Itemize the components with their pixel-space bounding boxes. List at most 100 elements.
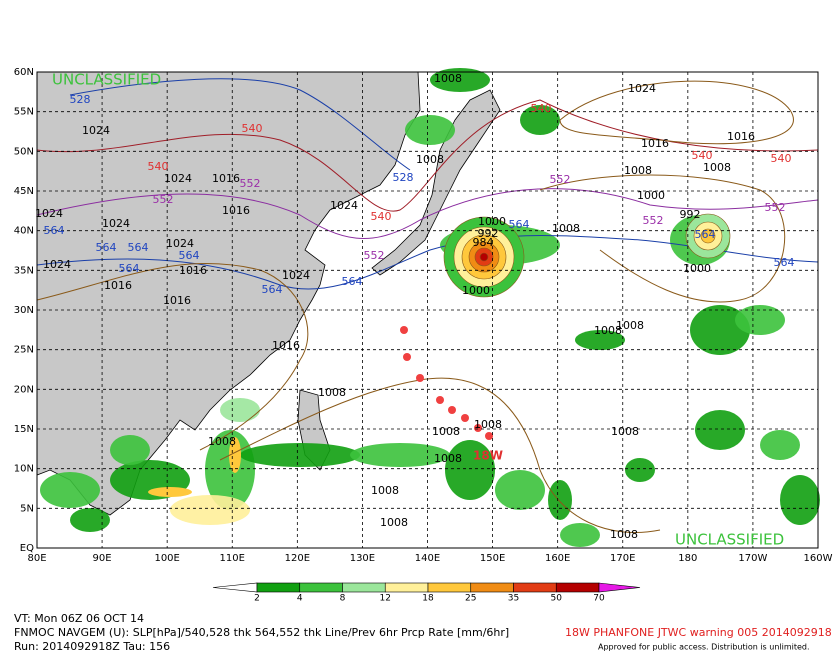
precip-area <box>70 508 110 532</box>
contour-label: 552 <box>364 249 385 262</box>
contour-label: 564 <box>695 228 716 241</box>
precip-area <box>548 480 572 520</box>
lon-label: 170E <box>610 553 635 564</box>
track-point <box>416 374 424 382</box>
lon-label: 120E <box>285 553 310 564</box>
precip-area <box>350 443 450 467</box>
lon-label: 160E <box>545 553 570 564</box>
precip-area <box>625 458 655 482</box>
contour-label: 552 <box>550 173 571 186</box>
lon-label: 100E <box>154 553 179 564</box>
colorbar: 2 4 8 12 18 25 35 50 70 <box>212 582 641 604</box>
contour-label: 1000 <box>637 189 665 202</box>
contour-labels: 1008 1024 528 1024 540 540 1016 1016 1008 1024 101… <box>35 72 795 541</box>
thickness-528 <box>69 78 411 171</box>
track-point <box>448 406 456 414</box>
contour-label: 1008 <box>208 435 236 448</box>
colorbar-over <box>598 582 641 593</box>
colorbar-segment <box>342 582 386 593</box>
track-point <box>436 396 444 404</box>
contour-label: 1008 <box>474 418 502 431</box>
track-point <box>403 353 411 361</box>
colorbar-segment <box>555 582 600 593</box>
contour-label: 552 <box>240 177 261 190</box>
contour-label: 1008 <box>434 72 462 85</box>
land <box>371 89 501 276</box>
precip-area <box>735 305 785 335</box>
lat-label: 5N <box>20 503 34 514</box>
run-info: Run: 2014092918Z Tau: 156 <box>14 640 170 653</box>
colorbar-tick: 70 <box>593 594 605 604</box>
precip-area <box>495 470 545 510</box>
lat-label: EQ <box>20 543 34 554</box>
typhoon-ring <box>700 228 716 244</box>
contour-label: 1008 <box>318 386 346 399</box>
contour-label: 564 <box>44 224 65 237</box>
precip-area <box>170 495 250 525</box>
precip-area <box>695 410 745 450</box>
contour-label: 992 <box>478 227 499 240</box>
contour-label: 1024 <box>330 199 358 212</box>
contour-label: 564 <box>342 275 363 288</box>
colorbar-tick: 4 <box>297 594 303 604</box>
track-point <box>461 414 469 422</box>
contour-label: 552 <box>765 201 786 214</box>
precip-area <box>40 472 100 508</box>
contour-label: 540 <box>242 122 263 135</box>
lon-label: 150E <box>480 553 505 564</box>
contour-label: 984 <box>473 236 494 249</box>
lon-label: 110E <box>220 553 245 564</box>
contour-label: 564 <box>262 283 283 296</box>
contour-label: 1000 <box>478 215 506 228</box>
contour-label: 540 <box>771 152 792 165</box>
lon-label: 90E <box>93 553 112 564</box>
map-frame <box>36 71 819 549</box>
colorbar-segment <box>470 582 514 593</box>
precip-area <box>520 105 560 135</box>
isobar <box>559 80 794 145</box>
storm-warning: 18W PHANFONE JTWC warning 005 2014092918 <box>565 626 832 639</box>
contour-label: 564 <box>774 256 795 269</box>
contour-label: 564 <box>128 241 149 254</box>
contour-label: 1024 <box>628 82 656 95</box>
precip-area <box>445 440 495 500</box>
colorbar-tick: 12 <box>380 594 391 604</box>
isobar <box>36 262 309 451</box>
colorbar-segment <box>384 582 429 593</box>
approval-note: Approved for public access. Distribution… <box>598 643 810 652</box>
colorbar-segment <box>299 582 343 593</box>
contour-label: 1016 <box>179 264 207 277</box>
contour-label: 1008 <box>611 425 639 438</box>
contour-label: 540 <box>531 102 552 115</box>
contour-label: 552 <box>643 214 664 227</box>
contour-label: 1016 <box>163 294 191 307</box>
contour-label: 1000 <box>462 284 490 297</box>
contour-label: 528 <box>70 93 91 106</box>
contour-label: 552 <box>153 193 174 206</box>
contour-label: 1008 <box>416 153 444 166</box>
contour-label: 1008 <box>703 161 731 174</box>
contour-label: 1000 <box>683 262 711 275</box>
colorbar-tick: 25 <box>465 594 476 604</box>
lon-label: 80E <box>27 553 46 564</box>
land <box>36 71 421 516</box>
lat-label: 25N <box>14 345 34 356</box>
precip-area <box>575 330 625 350</box>
thickness-552 <box>36 188 819 239</box>
colorbar-tick: 35 <box>508 594 519 604</box>
colorbar-segment <box>427 582 472 593</box>
contour-label: 1024 <box>164 172 192 185</box>
isobar <box>219 377 661 533</box>
contour-label: 1016 <box>727 130 755 143</box>
thickness-540 <box>36 99 819 212</box>
lat-label: 60N <box>14 67 34 78</box>
contour-label: 1024 <box>43 258 71 271</box>
valid-time: VT: Mon 06Z 06 OCT 14 <box>14 612 144 625</box>
precip-area <box>148 487 192 497</box>
graticule <box>37 72 818 548</box>
contour-label: 1008 <box>432 425 460 438</box>
typhoon-core <box>400 213 731 440</box>
colorbar-tick: 50 <box>551 594 563 604</box>
